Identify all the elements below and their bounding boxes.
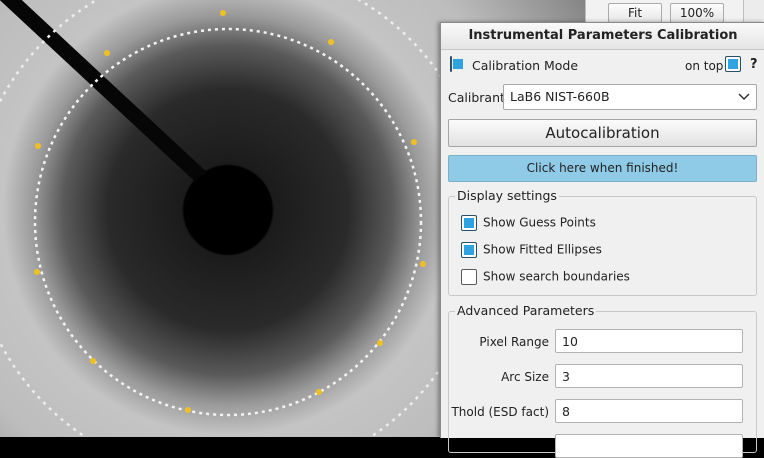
on-top-label: on top: [685, 59, 724, 73]
guess-points: [34, 10, 426, 413]
pixel-range-input[interactable]: 10: [555, 329, 743, 353]
toolbar-scrollbar[interactable]: [743, 0, 764, 22]
guess-point: [220, 10, 226, 16]
guess-point: [411, 139, 417, 145]
show-fitted-ellipses-checkbox[interactable]: [461, 241, 477, 258]
calibration-mode-checkbox[interactable]: [450, 56, 463, 72]
advanced-parameters-group: Advanced Parameters Pixel Range 10 Arc S…: [448, 303, 757, 458]
chevron-down-icon: [738, 93, 750, 101]
calibrant-value: LaB6 NIST-660B: [510, 89, 610, 104]
show-search-boundaries-label: Show search boundaries: [483, 269, 630, 284]
show-guess-points-label: Show Guess Points: [483, 215, 596, 230]
calibrant-select[interactable]: LaB6 NIST-660B: [503, 84, 757, 110]
guess-point: [104, 50, 110, 56]
show-search-boundaries-checkbox[interactable]: [461, 268, 477, 285]
display-settings-title: Display settings: [455, 188, 559, 203]
zoom-level-button[interactable]: 100%: [670, 3, 724, 23]
next-param-input[interactable]: [555, 434, 743, 458]
show-guess-points-checkbox[interactable]: [461, 214, 477, 231]
beam-stop-arm: [0, 0, 221, 196]
help-button[interactable]: ?: [750, 57, 758, 72]
display-settings-group: Display settings Show Guess Points Show …: [448, 188, 757, 296]
show-fitted-ellipses-label: Show Fitted Ellipses: [483, 242, 602, 257]
autocalibration-button[interactable]: Autocalibration: [448, 119, 757, 147]
show-guess-points-option[interactable]: Show Guess Points: [461, 214, 596, 231]
show-search-boundaries-option[interactable]: Show search boundaries: [461, 268, 630, 285]
guess-point: [316, 389, 322, 395]
guess-point: [328, 39, 334, 45]
guess-point: [34, 269, 40, 275]
threshold-label: Thold (ESD fact): [451, 405, 549, 419]
advanced-parameters-title: Advanced Parameters: [455, 303, 597, 318]
pixel-range-label: Pixel Range: [479, 335, 549, 349]
threshold-input[interactable]: 8: [555, 399, 743, 423]
beam-stop: [185, 167, 271, 253]
arc-size-input[interactable]: 3: [555, 364, 743, 388]
calibration-mode-label: Calibration Mode: [472, 58, 579, 73]
guess-point: [35, 143, 41, 149]
guess-point: [420, 261, 426, 267]
calibrant-label: Calibrant: [448, 90, 505, 105]
arc-size-label: Arc Size: [501, 370, 549, 384]
fit-button[interactable]: Fit: [608, 3, 662, 23]
guess-point: [185, 407, 191, 413]
calibration-panel: Instrumental Parameters Calibration Cali…: [440, 22, 764, 458]
on-top-checkbox[interactable]: [725, 56, 741, 72]
diffraction-ring-inner: [33, 27, 423, 417]
show-fitted-ellipses-option[interactable]: Show Fitted Ellipses: [461, 241, 602, 258]
finished-button[interactable]: Click here when finished!: [448, 155, 757, 182]
guess-point: [90, 358, 96, 364]
panel-title: Instrumental Parameters Calibration: [441, 23, 764, 50]
image-toolbar: Fit 100%: [585, 0, 764, 23]
guess-point: [377, 340, 383, 346]
